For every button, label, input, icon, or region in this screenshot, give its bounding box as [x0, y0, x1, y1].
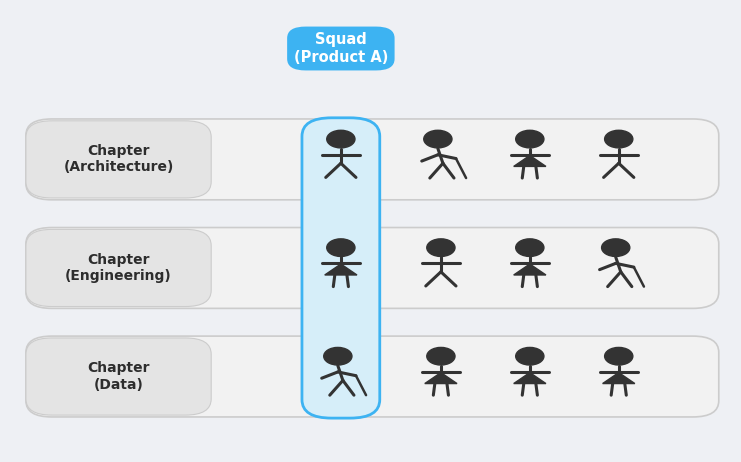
Text: Squad
(Product A): Squad (Product A) [293, 32, 388, 65]
Polygon shape [602, 372, 635, 383]
Circle shape [602, 239, 630, 256]
Polygon shape [325, 264, 357, 275]
Circle shape [324, 347, 352, 365]
Circle shape [605, 347, 633, 365]
Circle shape [516, 239, 544, 256]
Circle shape [516, 130, 544, 148]
Circle shape [516, 347, 544, 365]
Text: Chapter
(Engineering): Chapter (Engineering) [65, 253, 172, 283]
Circle shape [424, 130, 452, 148]
Circle shape [327, 239, 355, 256]
Circle shape [605, 130, 633, 148]
Polygon shape [514, 264, 546, 275]
Text: Chapter
(Architecture): Chapter (Architecture) [64, 144, 173, 175]
Polygon shape [514, 372, 546, 383]
FancyBboxPatch shape [26, 119, 719, 200]
FancyBboxPatch shape [26, 336, 719, 417]
Polygon shape [425, 372, 457, 383]
Circle shape [327, 130, 355, 148]
Polygon shape [514, 155, 546, 166]
Circle shape [427, 347, 455, 365]
FancyBboxPatch shape [302, 118, 380, 418]
FancyBboxPatch shape [26, 229, 211, 307]
FancyBboxPatch shape [26, 338, 211, 415]
Text: Chapter
(Data): Chapter (Data) [87, 361, 150, 392]
FancyBboxPatch shape [26, 121, 211, 198]
FancyBboxPatch shape [26, 227, 719, 309]
Circle shape [427, 239, 455, 256]
FancyBboxPatch shape [287, 26, 394, 70]
